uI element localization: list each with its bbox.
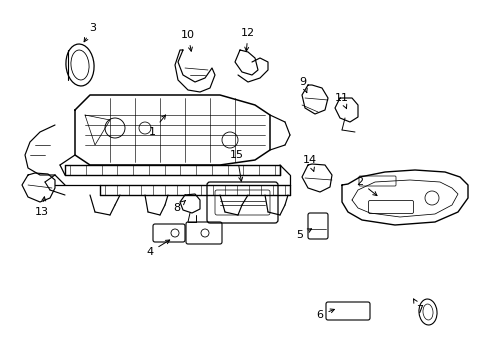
Text: 12: 12 (241, 28, 255, 51)
Text: 3: 3 (84, 23, 96, 42)
Text: 11: 11 (334, 93, 348, 109)
Text: 13: 13 (35, 197, 49, 217)
Text: 2: 2 (356, 177, 376, 195)
Text: 6: 6 (316, 309, 334, 320)
Text: 5: 5 (296, 229, 311, 240)
Text: 7: 7 (413, 299, 423, 315)
Text: 1: 1 (148, 115, 165, 137)
Text: 15: 15 (229, 150, 244, 181)
Text: 4: 4 (146, 240, 169, 257)
Text: 10: 10 (181, 30, 195, 51)
Text: 8: 8 (173, 201, 185, 213)
Text: 14: 14 (303, 155, 316, 171)
Text: 9: 9 (299, 77, 306, 93)
